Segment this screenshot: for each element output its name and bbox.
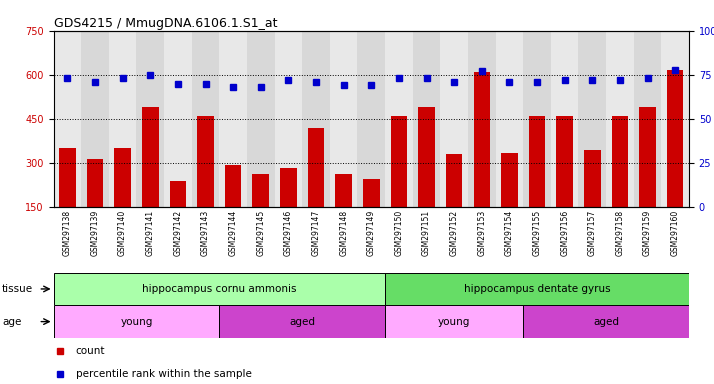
Bar	[330, 31, 358, 207]
Bar	[584, 150, 600, 252]
Bar	[358, 31, 385, 207]
Bar	[86, 159, 104, 252]
Text: young: young	[438, 316, 471, 327]
Bar	[280, 167, 297, 252]
Bar	[114, 149, 131, 252]
Text: tissue: tissue	[2, 284, 34, 294]
Bar	[473, 72, 490, 252]
Text: hippocampus cornu ammonis: hippocampus cornu ammonis	[142, 284, 296, 294]
Bar	[109, 31, 136, 207]
Bar	[363, 179, 380, 252]
Text: aged: aged	[289, 316, 315, 327]
Bar	[523, 305, 689, 338]
Bar	[164, 31, 191, 207]
Bar	[551, 31, 578, 207]
Bar	[496, 31, 523, 207]
Text: young: young	[120, 316, 153, 327]
Bar	[142, 107, 159, 252]
Bar	[667, 70, 683, 252]
Bar	[54, 273, 385, 305]
Bar	[54, 31, 81, 207]
Bar	[54, 305, 219, 338]
Bar	[385, 305, 523, 338]
Bar	[413, 31, 441, 207]
Text: hippocampus dentate gyrus: hippocampus dentate gyrus	[463, 284, 610, 294]
Bar	[275, 31, 302, 207]
Bar	[639, 107, 656, 252]
Bar	[661, 31, 689, 207]
Bar	[302, 31, 330, 207]
Bar	[385, 273, 689, 305]
Bar	[247, 31, 275, 207]
Bar	[191, 31, 219, 207]
Bar	[606, 31, 634, 207]
Bar	[529, 116, 545, 252]
Bar	[391, 116, 407, 252]
Bar	[253, 174, 269, 252]
Bar	[219, 31, 247, 207]
Bar	[612, 116, 628, 252]
Bar	[308, 128, 324, 252]
Bar	[336, 174, 352, 252]
Bar	[59, 149, 76, 252]
Bar	[634, 31, 661, 207]
Bar	[385, 31, 413, 207]
Bar	[225, 165, 241, 252]
Text: age: age	[2, 316, 21, 327]
Bar	[523, 31, 551, 207]
Bar	[418, 107, 435, 252]
Bar	[501, 153, 518, 252]
Bar	[441, 31, 468, 207]
Bar	[170, 181, 186, 252]
Bar	[446, 154, 463, 252]
Bar	[197, 116, 213, 252]
Text: aged: aged	[593, 316, 619, 327]
Bar	[136, 31, 164, 207]
Bar	[468, 31, 496, 207]
Bar	[556, 116, 573, 252]
Text: count: count	[76, 346, 105, 356]
Text: GDS4215 / MmugDNA.6106.1.S1_at: GDS4215 / MmugDNA.6106.1.S1_at	[54, 17, 277, 30]
Bar	[219, 305, 385, 338]
Bar	[81, 31, 109, 207]
Bar	[578, 31, 606, 207]
Text: percentile rank within the sample: percentile rank within the sample	[76, 369, 251, 379]
